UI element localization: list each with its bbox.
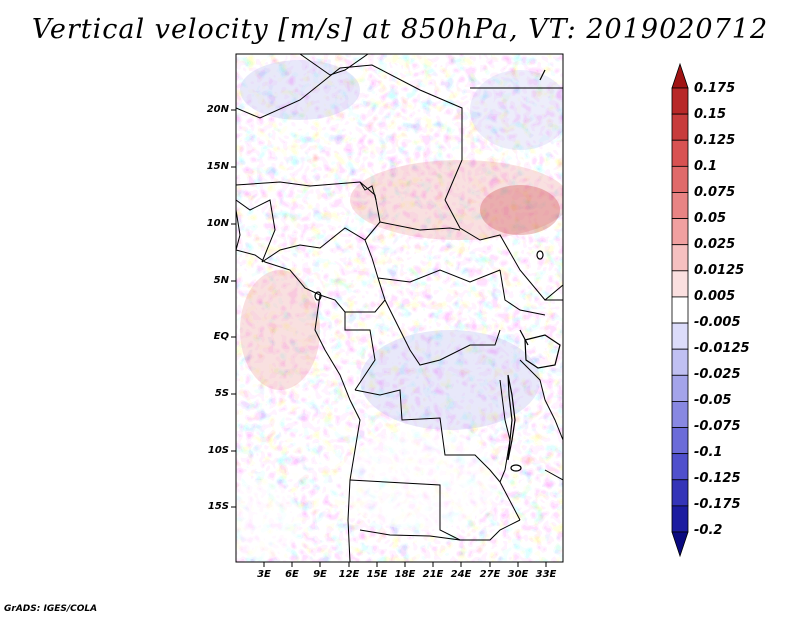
colorbar-label: 0.15 — [694, 107, 727, 122]
colorbar-segment — [671, 270, 689, 298]
lon-label-30e: 30E — [507, 569, 529, 580]
colorbar-label: -0.1 — [694, 445, 723, 460]
colorbar-segment — [671, 374, 689, 402]
colorbar-label: -0.05 — [694, 393, 732, 408]
colorbar-segment — [671, 531, 689, 558]
colorbar-label: 0.025 — [694, 237, 736, 252]
colorbar-label: -0.125 — [694, 471, 741, 486]
lon-label-15e: 15E — [366, 569, 388, 580]
colorbar-label: 0.1 — [694, 159, 718, 174]
colorbar-segment — [671, 322, 689, 350]
map-frame — [235, 53, 564, 563]
colorbar-segment — [671, 218, 689, 246]
lat-label-10n: 10N — [206, 218, 229, 229]
lat-label-eq: EQ — [213, 331, 229, 342]
colorbar-segment — [671, 453, 689, 481]
lat-label-20n: 20N — [206, 104, 229, 115]
colorbar-segment — [671, 348, 689, 376]
colorbar-label: 0.175 — [694, 81, 736, 96]
colorbar-label: -0.005 — [694, 315, 741, 330]
lon-label-18e: 18E — [394, 569, 416, 580]
colorbar-segment — [671, 505, 689, 533]
colorbar-label: -0.025 — [694, 367, 741, 382]
lon-label-3e: 3E — [257, 569, 271, 580]
lon-label-9e: 9E — [313, 569, 327, 580]
colorbar-segment — [671, 479, 689, 507]
colorbar-segment — [671, 296, 689, 324]
colorbar-label: -0.075 — [694, 419, 741, 434]
lat-label-15n: 15N — [206, 161, 229, 172]
colorbar-segment — [671, 87, 689, 115]
colorbar-label: 0.0125 — [694, 263, 745, 278]
lat-label-10s: 10S — [207, 445, 229, 456]
colorbar-label: -0.175 — [694, 497, 741, 512]
colorbar-segment — [671, 62, 689, 89]
colorbar-label: -0.2 — [694, 523, 723, 538]
colorbar-label: 0.125 — [694, 133, 736, 148]
lakes — [314, 69, 561, 472]
colorbar-segment — [671, 244, 689, 272]
lon-label-33e: 33E — [535, 569, 557, 580]
lat-label-5s: 5S — [214, 388, 229, 399]
colorbar-segment — [671, 401, 689, 428]
colorbar-segment — [671, 427, 689, 455]
axis-ticks — [231, 109, 547, 567]
velocity-field — [236, 54, 563, 562]
credit-text: GrADS: IGES/COLA — [4, 604, 98, 614]
lon-label-27e: 27E — [479, 569, 501, 580]
lon-label-6e: 6E — [285, 569, 299, 580]
lon-label-12e: 12E — [338, 569, 360, 580]
colorbar-segment — [671, 165, 689, 193]
plot-title: Vertical velocity [m/s] at 850hPa, VT: 2… — [31, 14, 769, 45]
lat-label-5n: 5N — [213, 275, 229, 286]
colorbar-label: -0.0125 — [694, 341, 750, 356]
colorbar-segment — [671, 192, 689, 219]
lon-label-21e: 21E — [422, 569, 444, 580]
colorbar — [671, 62, 689, 558]
colorbar-segment — [671, 113, 689, 141]
colorbar-label: 0.005 — [694, 289, 736, 304]
lon-label-24e: 24E — [450, 569, 472, 580]
colorbar-segment — [671, 139, 689, 167]
lat-label-15s: 15S — [207, 501, 229, 512]
colorbar-label: 0.075 — [694, 185, 736, 200]
country-borders — [236, 54, 563, 562]
colorbar-label: 0.05 — [694, 211, 727, 226]
